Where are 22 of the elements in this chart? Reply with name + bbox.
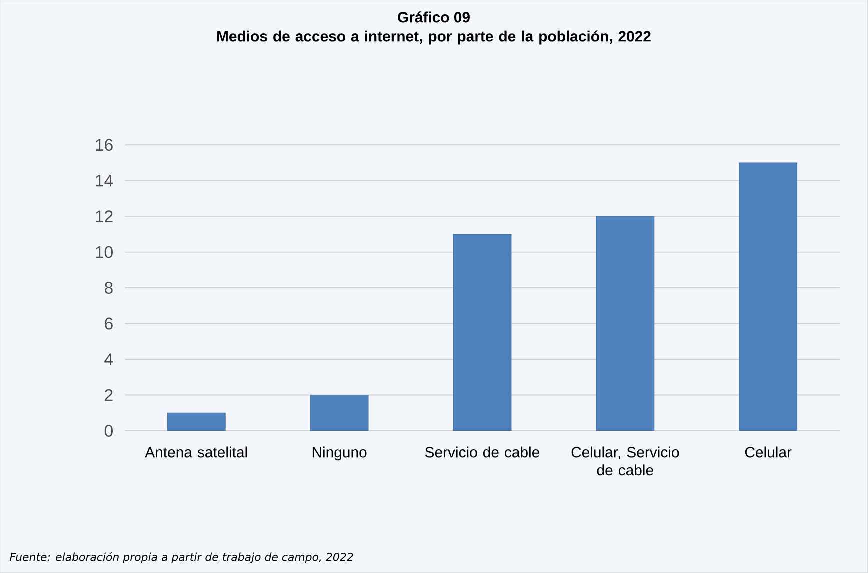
x-tick-label: Ninguno [312,446,367,461]
bar [453,234,512,431]
y-tick-label: 2 [105,389,113,402]
chart-subtitle: Medios de acceso a internet, por parte de la población, 2022 [218,30,651,45]
chart-title: Gráfico 09 [398,12,470,23]
bar [310,394,369,431]
y-tick-label: 10 [96,246,113,258]
bar [167,412,226,431]
y-tick-label: 16 [96,139,113,152]
y-tick-label: 6 [105,318,113,330]
x-tick-label: Celular, Servicio de cable [572,446,680,476]
x-tick-label: Servicio de cable [425,446,540,458]
y-tick-label: 4 [104,354,114,366]
y-tick-label: 14 [96,174,114,187]
y-tick-label: 12 [96,210,113,222]
y-tick-label: 8 [104,282,113,294]
bar [739,162,798,431]
source-note: Fuente: elaboración propia a partir de trabajo de campo, 2022 [10,552,354,564]
y-tick-label: 0 [104,424,113,437]
x-tick-label: Celular [745,446,792,458]
bar [596,216,655,431]
x-tick-label: Antena satelital [145,446,248,458]
